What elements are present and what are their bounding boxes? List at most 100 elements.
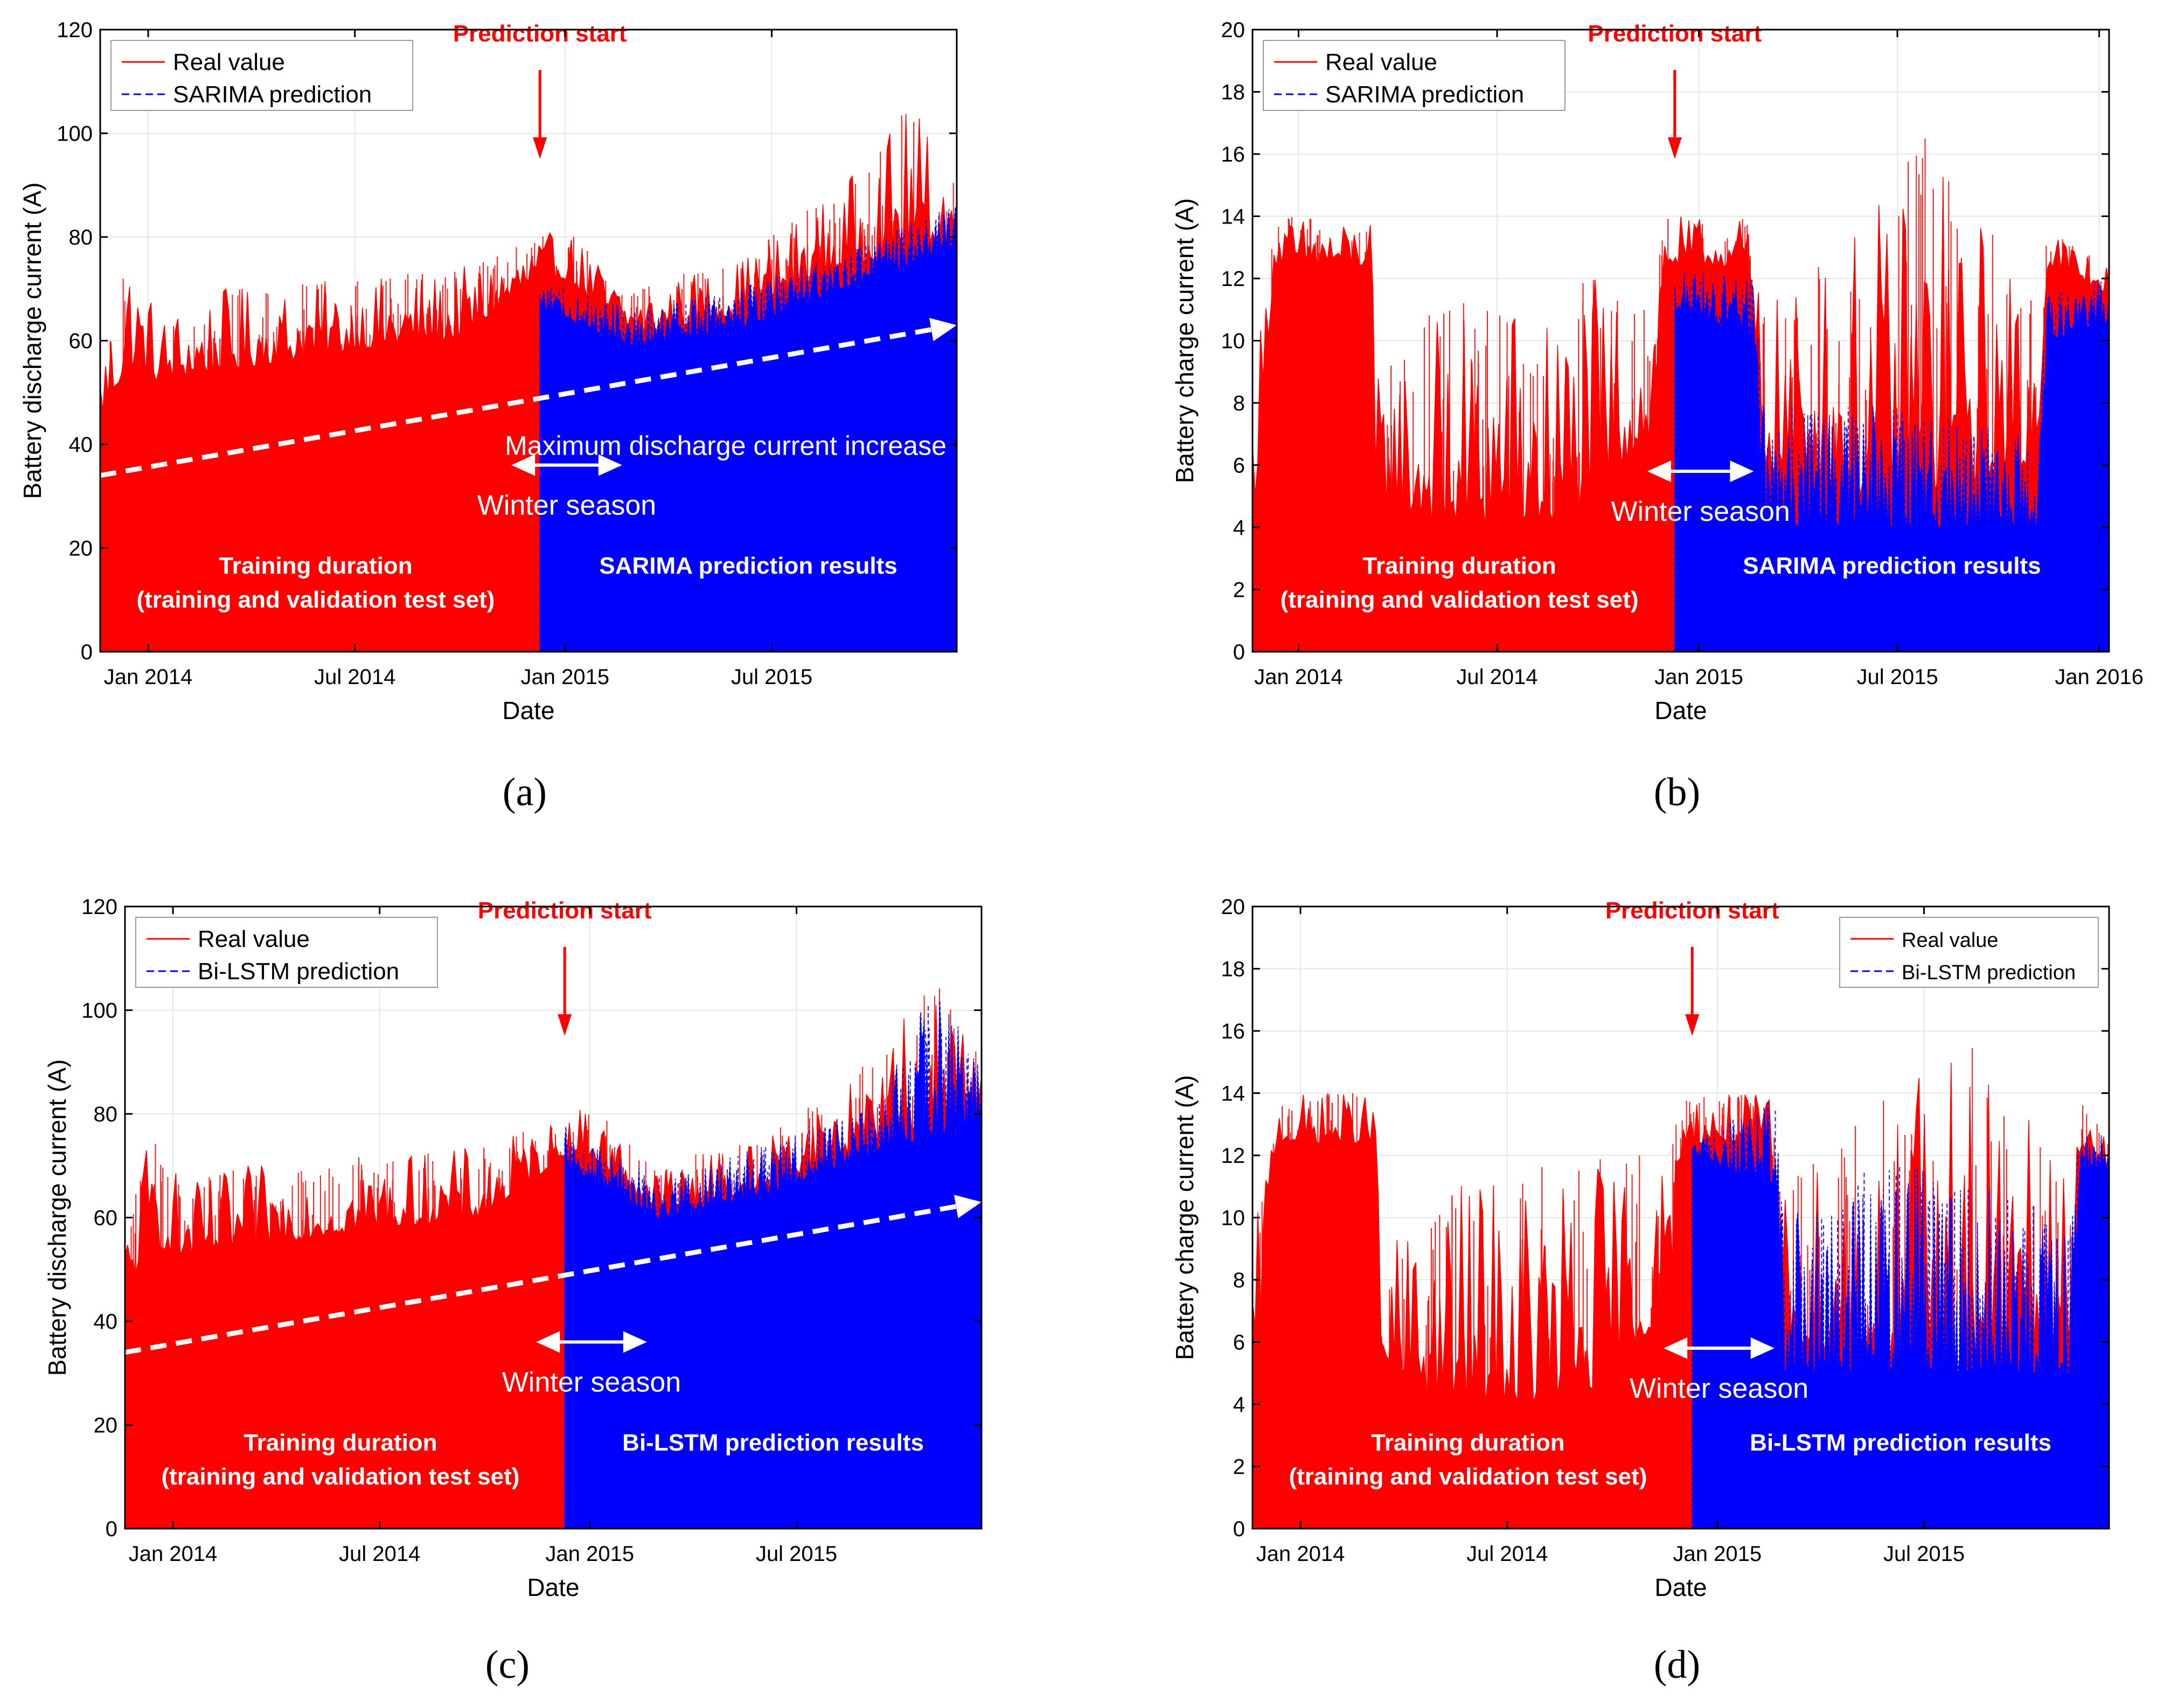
winter-season-arrow [1664,1337,1775,1360]
x-tick-label: Jul 2015 [1883,1542,1965,1566]
prediction-area [1674,272,2110,652]
x-tick-label: Jul 2015 [1856,665,1938,689]
y-tick-label: 14 [1221,1082,1245,1106]
legend-label: Bi-LSTM prediction [198,958,399,985]
winter-season-arrow [511,454,622,476]
y-tick-label: 12 [1221,267,1245,291]
x-tick-label: Jul 2014 [314,665,395,689]
x-tick-label: Jul 2014 [1456,665,1537,689]
prediction-start-annotation: Prediction start [1605,897,1779,1036]
chart-panel-b: Winter season Training duration (training … [1171,18,2144,814]
y-axis-label: Battery charge current (A) [1171,198,1199,483]
x-tick-label: Jul 2015 [731,665,812,689]
y-tick-label: 40 [69,433,93,457]
y-tick-label: 0 [81,640,93,664]
x-tick-label: Jan 2015 [1654,665,1743,689]
legend-label: Real value [1325,49,1437,75]
winter-arrow-right-head [1730,461,1754,483]
x-tick-label: Jul 2014 [339,1542,420,1566]
legend: Real value SARIMA prediction [1263,40,1565,111]
legend-box [1263,40,1565,111]
prediction-start-label: Prediction start [1588,20,1762,47]
x-axis-label: Date [502,696,554,724]
y-tick-label: 100 [81,999,117,1023]
prediction-start-annotation: Prediction start [478,897,652,1036]
legend: Real value Bi-LSTM prediction [1839,917,2099,988]
winter-season-label: Winter season [1630,1373,1808,1404]
chart-panel-c: Winter season Training duration (training … [43,895,983,1687]
y-tick-label: 18 [1221,958,1245,981]
prediction-start-annotation: Prediction start [1588,20,1762,159]
winter-arrow-left-head [536,1331,560,1353]
x-tick-label: Jul 2014 [1466,1542,1548,1566]
panel-label: (c) [485,1643,530,1687]
series-prediction [564,1000,982,1529]
winter-season-label: Winter season [477,490,656,521]
series-prediction [1692,1102,2110,1529]
prediction-start-arrow-head [1685,1014,1700,1036]
y-tick-label: 120 [57,18,93,42]
x-axis: Jan 2014 Jul 2014 Jan 2015 Jul 2015 [1256,907,1965,1566]
panel-label: (b) [1654,770,1700,814]
legend-box [110,40,413,111]
y-tick-label: 14 [1221,205,1245,229]
y-tick-label: 6 [1233,454,1245,478]
training-duration-label: Training duration [1371,1430,1564,1456]
plot-area: Maximum discharge current increase Winter… [18,18,958,724]
y-axis-label: Battery discharge current (A) [43,1059,71,1376]
legend-label: SARIMA prediction [1325,81,1524,108]
legend-label: Real value [173,49,285,75]
y-tick-label: 4 [1233,516,1245,540]
y-axis-label: Battery charge current (A) [1171,1075,1199,1360]
prediction-start-label: Prediction start [1605,897,1779,924]
legend-box [1839,917,2099,988]
winter-arrow-right-head [598,454,622,476]
y-tick-label: 20 [1221,895,1245,919]
prediction-start-arrow-head [533,137,547,159]
y-tick-label: 10 [1221,330,1245,353]
legend-box [135,917,438,988]
winter-arrow-left-head [1664,1337,1688,1360]
y-tick-label: 100 [57,122,93,146]
winter-season-label: Winter season [1611,496,1790,527]
y-axis: 0 20 40 60 80 100 120 [57,18,957,664]
x-axis-label: Date [527,1573,579,1601]
prediction-results-label: SARIMA prediction results [599,553,897,579]
y-tick-label: 16 [1221,143,1245,166]
y-tick-label: 12 [1221,1144,1245,1168]
y-axis-label: Battery discharge current (A) [18,182,46,499]
x-tick-label: Jul 2015 [756,1542,837,1566]
y-tick-label: 16 [1221,1020,1245,1043]
training-set-label: (training and validation test set) [1281,587,1639,613]
plot-area: Winter season Training duration (training … [1171,895,2110,1601]
y-tick-label: 20 [69,537,93,561]
y-tick-label: 80 [94,1103,118,1126]
legend: Real value SARIMA prediction [110,40,413,111]
legend-label: Real value [1902,929,1999,952]
chart-panel-a: Maximum discharge current increase Winter… [18,18,958,814]
x-tick-label: Jan 2015 [1673,1542,1762,1566]
y-tick-label: 20 [1221,18,1245,42]
x-tick-label: Jan 2014 [1256,1542,1345,1566]
training-duration-label: Training duration [219,553,412,579]
prediction-results-label: Bi-LSTM prediction results [622,1430,924,1456]
x-axis-label: Date [1654,1573,1707,1601]
trend-line [124,1202,966,1355]
y-tick-label: 4 [1233,1393,1245,1417]
panel-label: (a) [503,770,547,814]
x-tick-label: Jan 2014 [1254,665,1343,689]
prediction-spikes [1695,1102,2103,1443]
plot-area: Winter season Training duration (training … [1171,18,2144,724]
prediction-start-label: Prediction start [478,897,652,924]
y-tick-label: 10 [1221,1207,1245,1230]
training-duration-label: Training duration [1362,553,1556,579]
y-axis: 0 20 40 60 80 100 120 [81,895,982,1541]
y-tick-label: 18 [1221,81,1245,104]
prediction-start-arrow-head [558,1014,572,1036]
y-tick-label: 0 [1233,1517,1245,1541]
winter-arrow-right-head [1750,1337,1775,1360]
x-tick-label: Jan 2015 [521,665,610,689]
plot-area: Winter season Training duration (training … [43,895,983,1601]
prediction-start-annotation: Prediction start [453,20,627,159]
